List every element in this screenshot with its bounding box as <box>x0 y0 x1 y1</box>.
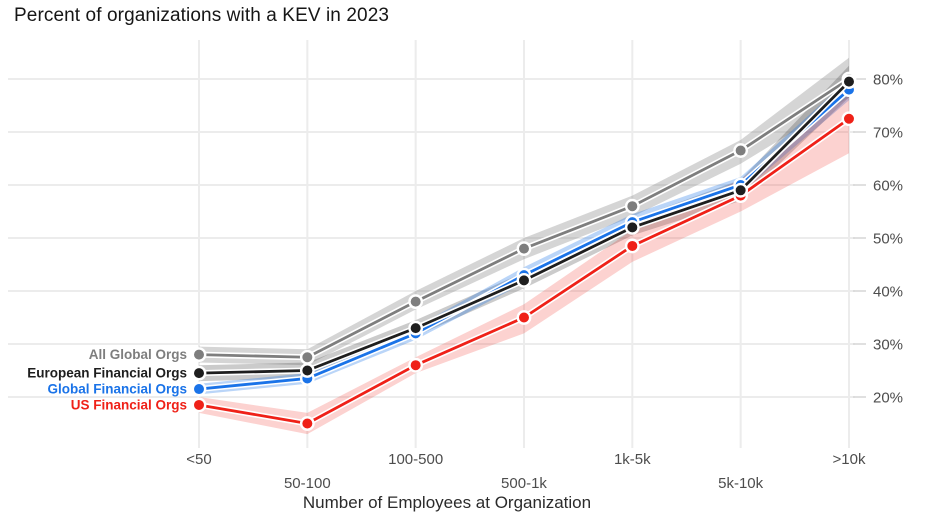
y-tick-label: 50% <box>873 231 903 248</box>
legend-label: Global Financial Orgs <box>47 382 187 397</box>
data-point <box>299 416 315 431</box>
y-tick-label: 80% <box>873 72 903 89</box>
legend-label: European Financial Orgs <box>27 366 187 381</box>
chart-title: Percent of organizations with a KEV in 2… <box>14 5 390 26</box>
y-tick-label: 30% <box>873 337 903 354</box>
data-point <box>516 241 532 257</box>
data-point <box>191 365 207 381</box>
x-tick-label: <50 <box>186 451 211 468</box>
x-tick-label: 50-100 <box>284 475 331 492</box>
data-point <box>299 349 315 365</box>
x-axis-title: Number of Employees at Organization <box>302 493 592 512</box>
data-point <box>408 320 424 336</box>
data-point <box>191 397 207 413</box>
y-tick-label: 20% <box>873 390 903 407</box>
data-point <box>299 363 315 378</box>
data-point <box>191 347 207 362</box>
data-point <box>191 381 207 397</box>
x-tick-label: 1k-5k <box>614 451 651 468</box>
data-point <box>733 182 749 198</box>
x-tick-label: 500-1k <box>501 475 547 492</box>
y-tick-label: 60% <box>873 178 903 195</box>
data-point <box>624 238 640 254</box>
y-tick-label: 40% <box>873 284 903 301</box>
legend-label: US Financial Orgs <box>71 397 187 412</box>
data-point <box>624 219 640 235</box>
x-tick-label: 5k-10k <box>718 475 764 492</box>
data-point <box>408 357 424 373</box>
x-tick-label: >10k <box>833 451 866 468</box>
data-point <box>408 294 424 309</box>
legend-label: All Global Orgs <box>89 347 187 362</box>
data-point <box>841 74 857 90</box>
data-point <box>516 272 532 288</box>
data-point <box>841 111 857 127</box>
y-tick-label: 70% <box>873 125 903 142</box>
data-point <box>516 310 532 325</box>
data-point <box>624 198 640 214</box>
x-tick-label: 100-500 <box>388 451 443 468</box>
data-point <box>733 143 749 158</box>
